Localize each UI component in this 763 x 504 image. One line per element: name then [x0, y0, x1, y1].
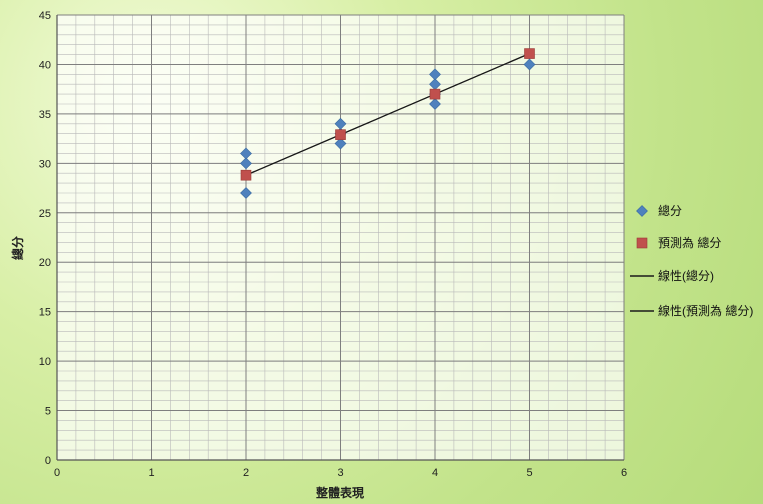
trendline	[245, 53, 530, 176]
y-axis-title: 總分	[10, 236, 25, 260]
x-tick-label: 6	[621, 467, 627, 479]
legend-label: 線性(總分)	[658, 268, 714, 283]
legend-marker	[636, 205, 648, 217]
data-point-square	[335, 129, 346, 140]
x-tick-label: 0	[54, 467, 60, 479]
data-point-diamond	[240, 157, 252, 170]
series-layer	[240, 48, 536, 199]
legend-label: 線性(預測為 總分)	[658, 303, 753, 318]
y-tick-labels: 0 5 10 15 20 25 30 35 40 45	[39, 10, 51, 467]
data-point-diamond	[429, 98, 441, 110]
data-point-square	[524, 48, 535, 59]
x-tick-labels: 0 1 2 3 4 5 6	[54, 467, 627, 479]
y-tick-label: 15	[39, 307, 51, 319]
data-point-square	[240, 169, 252, 181]
x-axis-title: 整體表現	[315, 485, 364, 500]
y-tick-label: 35	[39, 109, 51, 121]
data-point-diamond	[240, 147, 252, 160]
y-tick-label: 40	[39, 59, 51, 71]
y-tick-label: 20	[39, 257, 51, 269]
data-point-square	[429, 88, 441, 100]
x-tick-label: 5	[526, 467, 532, 479]
legend-label: 總分	[658, 203, 682, 218]
legend-marker	[636, 237, 648, 249]
data-point-diamond	[334, 117, 347, 130]
data-point-diamond	[429, 68, 441, 81]
data-point-diamond	[240, 187, 252, 199]
data-point-diamond	[334, 137, 347, 150]
x-tick-label: 2	[243, 467, 249, 479]
axes	[56, 15, 624, 461]
x-tick-label: 1	[148, 467, 154, 479]
x-tick-label: 3	[337, 467, 343, 479]
y-tick-label: 0	[45, 455, 51, 467]
y-tick-label: 5	[45, 406, 51, 418]
x-tick-label: 4	[432, 467, 438, 479]
y-tick-label: 30	[39, 158, 51, 170]
y-tick-label: 10	[39, 356, 51, 368]
legend-label: 預測為 總分	[658, 235, 721, 250]
data-point-diamond	[523, 58, 536, 71]
y-tick-label: 45	[39, 10, 51, 22]
y-tick-label: 25	[39, 208, 51, 220]
